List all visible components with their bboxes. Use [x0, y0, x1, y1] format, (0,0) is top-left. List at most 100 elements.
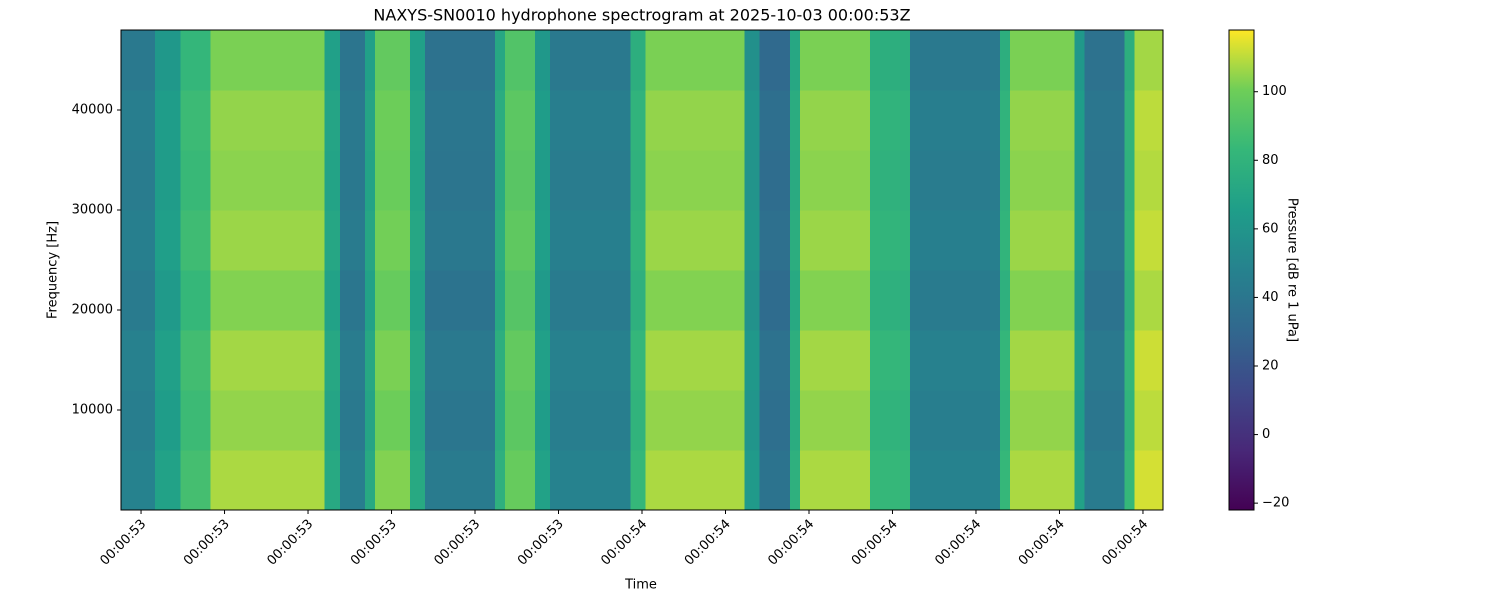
heatmap-cell: [1134, 270, 1164, 331]
heatmap-cell: [324, 390, 341, 451]
heatmap-cell: [1074, 270, 1086, 331]
heatmap-cell: [1000, 330, 1011, 391]
heatmap-cell: [535, 450, 551, 511]
colorbar-tick-label: −20: [1262, 496, 1289, 511]
heatmap-cell: [645, 450, 746, 511]
x-tick-label: 00:00:53: [348, 517, 400, 569]
heatmap-cell: [630, 210, 646, 271]
heatmap-cell: [1084, 330, 1126, 391]
heatmap-cell: [1134, 30, 1164, 91]
heatmap-cell: [759, 270, 791, 331]
heatmap-cell: [550, 330, 631, 391]
heatmap-cell: [1074, 390, 1086, 451]
y-axis-label: Frequency [Hz]: [46, 221, 61, 319]
heatmap-cell: [495, 150, 506, 211]
heatmap-cell: [1124, 390, 1136, 451]
colorbar-tick-label: 20: [1262, 359, 1279, 374]
heatmap-cell: [645, 390, 746, 451]
heatmap-cell: [630, 270, 646, 331]
heatmap-cell: [155, 150, 181, 211]
heatmap-cell: [339, 390, 366, 451]
heatmap-cell: [339, 270, 366, 331]
y-tick-label: 10000: [72, 403, 113, 418]
heatmap-cell: [424, 90, 496, 151]
heatmap-cell: [374, 450, 411, 511]
heatmap-cell: [869, 390, 911, 451]
heatmap-cell: [1074, 90, 1086, 151]
heatmap-cell: [210, 330, 326, 391]
heatmap-cell: [339, 210, 366, 271]
heatmap-cell: [364, 210, 376, 271]
heatmap-cell: [1124, 450, 1136, 511]
heatmap-cell: [180, 330, 211, 391]
heatmap-cell: [505, 270, 536, 331]
heatmap-cell: [869, 330, 911, 391]
heatmap-cell: [180, 390, 211, 451]
heatmap-cell: [121, 210, 156, 271]
heatmap-cell: [180, 30, 211, 91]
heatmap-cell: [799, 30, 871, 91]
heatmap-cell: [869, 270, 911, 331]
heatmap-cell: [324, 270, 341, 331]
heatmap-cell: [789, 150, 801, 211]
colorbar-tick-label: 60: [1262, 221, 1279, 236]
heatmap-cell: [550, 210, 631, 271]
x-tick-label: 00:00:54: [849, 517, 901, 569]
heatmap-cell: [910, 210, 1001, 271]
heatmap-cell: [505, 30, 536, 91]
heatmap-cell: [364, 330, 376, 391]
heatmap-cell: [324, 150, 341, 211]
heatmap-cell: [339, 90, 366, 151]
heatmap-cell: [1010, 210, 1076, 271]
heatmap-cell: [789, 330, 801, 391]
heatmap-cell: [364, 150, 376, 211]
heatmap-cell: [1074, 330, 1086, 391]
colorbar-tick-label: 80: [1262, 153, 1279, 168]
heatmap-cell: [759, 150, 791, 211]
heatmap-cell: [1084, 30, 1126, 91]
heatmap-cell: [630, 390, 646, 451]
heatmap-cell: [424, 270, 496, 331]
heatmap-cell: [799, 90, 871, 151]
heatmap-cell: [1134, 450, 1164, 511]
heatmap-cell: [495, 90, 506, 151]
x-tick-label: 00:00:53: [515, 517, 567, 569]
heatmap-cell: [759, 90, 791, 151]
x-tick-label: 00:00:54: [1016, 517, 1068, 569]
heatmap-cell: [324, 210, 341, 271]
heatmap-cell: [1074, 450, 1086, 511]
heatmap-cell: [1074, 150, 1086, 211]
heatmap-cell: [869, 450, 911, 511]
y-tick-label: 30000: [72, 203, 113, 218]
heatmap-cell: [759, 30, 791, 91]
heatmap-cell: [789, 90, 801, 151]
heatmap-cell: [1010, 150, 1076, 211]
heatmap-cell: [799, 150, 871, 211]
heatmap-cell: [495, 390, 506, 451]
heatmap-cell: [1134, 390, 1164, 451]
heatmap-cell: [210, 390, 326, 451]
heatmap-cell: [744, 210, 761, 271]
heatmap-cell: [409, 210, 426, 271]
heatmap-cell: [324, 330, 341, 391]
heatmap-cell: [121, 390, 156, 451]
x-tick-label: 00:00:54: [765, 517, 817, 569]
heatmap-cell: [1084, 270, 1126, 331]
heatmap-cell: [1084, 90, 1126, 151]
heatmap-cell: [1124, 210, 1136, 271]
x-tick-label: 00:00:53: [181, 517, 233, 569]
heatmap-cell: [121, 90, 156, 151]
heatmap-cell: [374, 30, 411, 91]
heatmap-cell: [409, 450, 426, 511]
heatmap-cell: [1084, 450, 1126, 511]
heatmap-cell: [155, 210, 181, 271]
heatmap-cell: [210, 270, 326, 331]
heatmap-cell: [1124, 270, 1136, 331]
heatmap-cell: [1010, 390, 1076, 451]
heatmap-cell: [535, 270, 551, 331]
heatmap-cell: [505, 210, 536, 271]
heatmap-cell: [799, 450, 871, 511]
colorbar-tick-label: 0: [1262, 427, 1270, 442]
heatmap-cell: [495, 270, 506, 331]
